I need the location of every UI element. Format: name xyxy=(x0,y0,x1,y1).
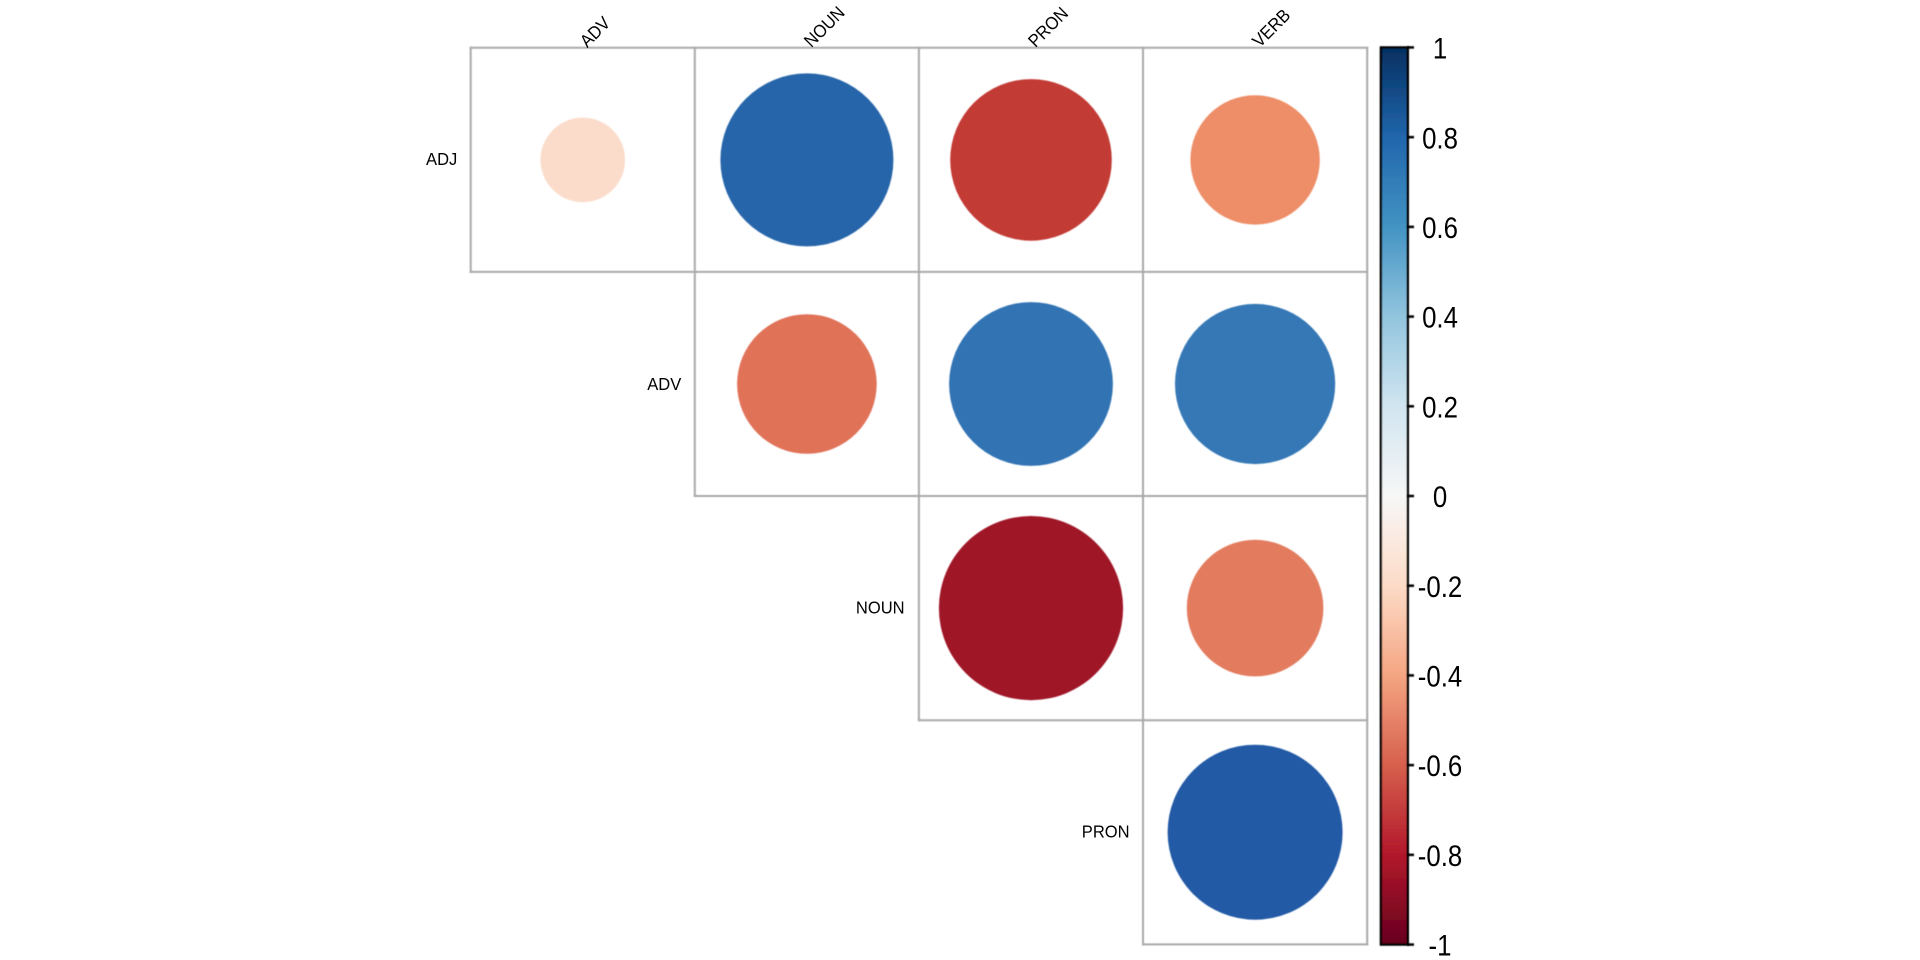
svg-text:PRON: PRON xyxy=(1024,3,1073,52)
svg-text:0.6: 0.6 xyxy=(1422,211,1458,244)
svg-text:0.2: 0.2 xyxy=(1422,391,1458,424)
svg-text:VERB: VERB xyxy=(1248,5,1295,52)
svg-text:0: 0 xyxy=(1433,480,1447,513)
svg-text:ADJ: ADJ xyxy=(426,149,457,170)
svg-text:-0.6: -0.6 xyxy=(1418,749,1462,782)
svg-text:-0.4: -0.4 xyxy=(1418,660,1462,693)
svg-text:NOUN: NOUN xyxy=(856,597,905,618)
svg-text:ADV: ADV xyxy=(647,373,681,394)
svg-text:NOUN: NOUN xyxy=(800,2,849,51)
svg-text:-1: -1 xyxy=(1429,929,1452,960)
svg-text:1: 1 xyxy=(1433,32,1447,65)
svg-text:PRON: PRON xyxy=(1082,821,1130,842)
svg-text:0.8: 0.8 xyxy=(1422,121,1458,154)
svg-text:-0.2: -0.2 xyxy=(1418,570,1462,603)
svg-text:0.4: 0.4 xyxy=(1422,301,1458,334)
svg-text:-0.8: -0.8 xyxy=(1418,839,1462,872)
svg-text:ADV: ADV xyxy=(576,12,615,51)
